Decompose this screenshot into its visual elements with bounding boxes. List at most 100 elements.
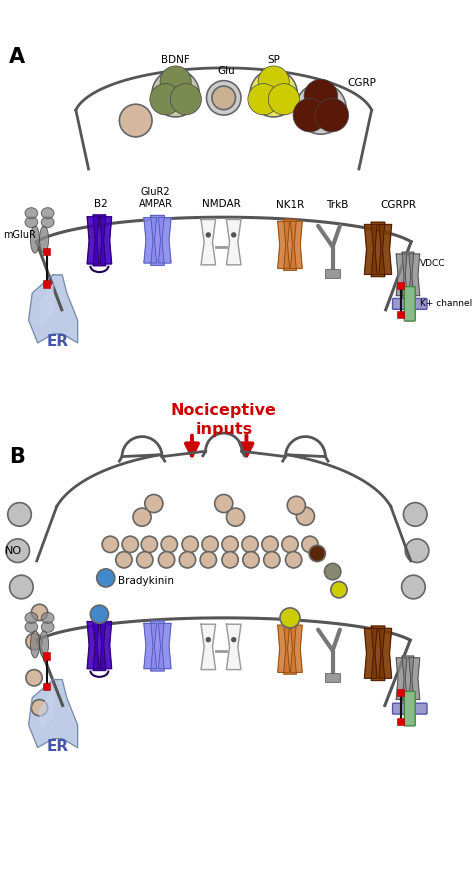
- Circle shape: [227, 508, 245, 526]
- Circle shape: [215, 495, 233, 513]
- Text: B: B: [9, 447, 25, 467]
- Text: NMDAR: NMDAR: [201, 199, 240, 209]
- Polygon shape: [144, 217, 156, 263]
- Polygon shape: [396, 658, 407, 700]
- Circle shape: [287, 496, 305, 515]
- Text: K+ channel: K+ channel: [420, 299, 472, 308]
- Polygon shape: [409, 658, 420, 700]
- Ellipse shape: [25, 621, 38, 633]
- Ellipse shape: [41, 208, 54, 218]
- Polygon shape: [227, 624, 241, 670]
- Circle shape: [179, 552, 196, 568]
- Text: GluR2
AMPAR: GluR2 AMPAR: [139, 187, 173, 209]
- Circle shape: [150, 84, 181, 114]
- Text: Nociceptive
inputs: Nociceptive inputs: [171, 403, 277, 436]
- Polygon shape: [93, 215, 106, 266]
- Polygon shape: [402, 656, 414, 701]
- Text: SP: SP: [267, 55, 280, 65]
- Text: A: A: [9, 47, 25, 67]
- Ellipse shape: [39, 631, 48, 658]
- Polygon shape: [87, 216, 99, 264]
- Circle shape: [325, 563, 341, 580]
- Bar: [397, 689, 404, 696]
- Polygon shape: [291, 625, 302, 672]
- Polygon shape: [201, 624, 216, 670]
- Polygon shape: [158, 623, 171, 669]
- Ellipse shape: [25, 216, 38, 228]
- Circle shape: [212, 86, 236, 110]
- Text: ER: ER: [46, 739, 69, 754]
- Circle shape: [231, 637, 237, 642]
- Circle shape: [242, 536, 258, 553]
- Circle shape: [116, 552, 132, 568]
- Circle shape: [26, 634, 42, 649]
- Circle shape: [158, 552, 175, 568]
- Ellipse shape: [41, 612, 54, 623]
- Circle shape: [296, 507, 314, 525]
- Bar: [397, 312, 404, 319]
- Bar: [43, 247, 50, 255]
- Text: BDNF: BDNF: [161, 55, 190, 65]
- Text: CGRPR: CGRPR: [381, 201, 417, 210]
- Circle shape: [302, 536, 318, 553]
- Bar: [325, 673, 340, 682]
- Text: mGluR: mGluR: [3, 230, 36, 240]
- Circle shape: [264, 552, 280, 568]
- Circle shape: [31, 700, 48, 716]
- Ellipse shape: [41, 621, 54, 633]
- Circle shape: [170, 84, 201, 114]
- Polygon shape: [93, 620, 106, 671]
- Polygon shape: [291, 221, 302, 268]
- Text: TrkB: TrkB: [326, 201, 348, 210]
- Polygon shape: [283, 623, 296, 674]
- Text: Glu: Glu: [218, 66, 235, 76]
- Text: ER: ER: [46, 334, 69, 349]
- Circle shape: [161, 536, 177, 553]
- Circle shape: [200, 552, 217, 568]
- Polygon shape: [39, 284, 53, 325]
- Bar: [43, 280, 50, 288]
- Polygon shape: [39, 689, 53, 730]
- Circle shape: [160, 66, 191, 97]
- Circle shape: [222, 536, 238, 553]
- Bar: [397, 718, 404, 725]
- Text: CGRP: CGRP: [347, 78, 376, 88]
- Polygon shape: [100, 216, 112, 264]
- Polygon shape: [402, 253, 414, 297]
- Circle shape: [182, 536, 198, 553]
- Circle shape: [268, 84, 300, 114]
- Polygon shape: [158, 217, 171, 263]
- Polygon shape: [409, 254, 420, 296]
- Circle shape: [8, 502, 31, 526]
- Polygon shape: [396, 254, 407, 296]
- Polygon shape: [371, 626, 385, 680]
- Bar: [325, 269, 340, 278]
- FancyBboxPatch shape: [404, 692, 415, 726]
- Circle shape: [295, 84, 346, 134]
- Circle shape: [152, 70, 199, 117]
- Text: Bradykinin: Bradykinin: [118, 576, 173, 586]
- Text: VDCC: VDCC: [420, 260, 445, 268]
- Circle shape: [401, 576, 425, 598]
- Ellipse shape: [39, 226, 48, 253]
- Circle shape: [202, 536, 219, 553]
- Circle shape: [31, 605, 48, 620]
- Circle shape: [285, 552, 302, 568]
- Ellipse shape: [25, 208, 38, 218]
- Ellipse shape: [30, 631, 39, 658]
- Polygon shape: [28, 275, 78, 343]
- Circle shape: [403, 502, 427, 526]
- Bar: [43, 683, 50, 691]
- Circle shape: [248, 84, 279, 114]
- Circle shape: [231, 232, 237, 238]
- Polygon shape: [365, 224, 377, 275]
- Polygon shape: [227, 219, 241, 265]
- Circle shape: [207, 81, 241, 115]
- Polygon shape: [371, 222, 385, 276]
- Circle shape: [137, 552, 153, 568]
- Bar: [397, 282, 404, 290]
- Polygon shape: [28, 679, 78, 748]
- Polygon shape: [365, 628, 377, 678]
- Circle shape: [293, 99, 327, 132]
- Circle shape: [26, 670, 42, 686]
